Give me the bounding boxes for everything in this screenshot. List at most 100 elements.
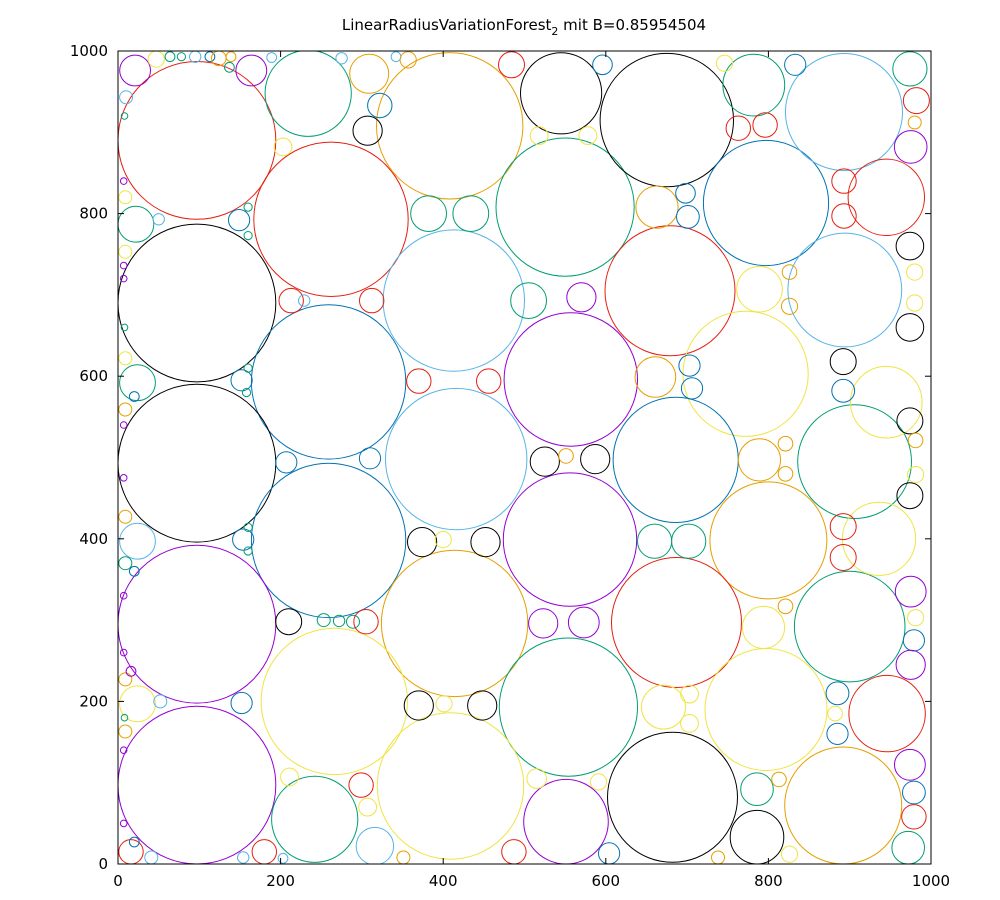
- data-circle: [580, 444, 611, 475]
- data-circle: [906, 294, 924, 312]
- circles-layer: [118, 51, 930, 864]
- data-circle: [777, 598, 794, 615]
- data-circle: [680, 377, 704, 400]
- data-circle: [827, 705, 843, 722]
- data-circle: [641, 684, 686, 730]
- data-circle: [891, 830, 925, 864]
- data-circle: [722, 53, 786, 117]
- data-circle: [376, 712, 525, 860]
- x-tick-label: 400: [429, 872, 458, 890]
- plot-frame: [117, 50, 932, 865]
- data-circle: [434, 531, 452, 549]
- data-circle: [358, 447, 382, 470]
- y-tick-label: 800: [79, 205, 108, 223]
- data-circle: [498, 51, 525, 79]
- data-circle: [189, 51, 202, 63]
- data-circle: [529, 126, 549, 146]
- data-circle: [176, 52, 186, 62]
- data-circle: [902, 87, 930, 115]
- data-circle: [711, 850, 725, 864]
- data-circle: [634, 356, 677, 398]
- data-circle: [353, 609, 379, 635]
- data-circle: [785, 53, 903, 171]
- data-circle: [528, 608, 559, 639]
- data-circle: [277, 852, 289, 864]
- data-circle: [399, 51, 417, 69]
- data-circle: [118, 724, 133, 739]
- data-circle: [119, 522, 156, 560]
- data-circle: [119, 474, 128, 482]
- data-circle: [680, 684, 699, 704]
- data-circle: [243, 202, 253, 212]
- data-circle: [273, 137, 293, 157]
- data-circle: [275, 451, 298, 474]
- data-circle: [780, 845, 799, 863]
- data-circle: [598, 842, 621, 864]
- data-circle: [316, 613, 331, 628]
- data-circle: [275, 608, 303, 636]
- data-circle: [896, 482, 924, 510]
- data-circle: [120, 323, 129, 332]
- data-circle: [119, 819, 128, 828]
- data-circle: [380, 549, 529, 698]
- data-circle: [850, 365, 923, 439]
- data-circle: [152, 213, 165, 226]
- data-circle: [346, 614, 360, 629]
- data-circle: [119, 746, 128, 755]
- data-circle: [797, 404, 912, 520]
- data-circle: [784, 746, 903, 864]
- y-tick-label: 400: [79, 530, 108, 548]
- data-circle: [894, 575, 927, 608]
- data-circle: [335, 52, 348, 65]
- data-circle: [678, 354, 701, 377]
- data-circle: [164, 51, 176, 63]
- data-circle: [119, 591, 128, 600]
- data-circle: [831, 168, 857, 194]
- data-circle: [118, 672, 133, 687]
- data-circle: [725, 115, 751, 141]
- data-circle: [260, 627, 408, 776]
- data-circle: [385, 387, 528, 531]
- x-tick-label: 200: [266, 872, 295, 890]
- data-circle: [907, 466, 925, 484]
- y-tick-label: 1000: [70, 42, 108, 60]
- data-circle: [495, 137, 635, 277]
- data-circle: [831, 378, 856, 403]
- data-circle: [359, 287, 385, 314]
- data-circle: [611, 557, 742, 688]
- data-circle: [780, 297, 799, 315]
- data-circle: [118, 556, 133, 571]
- data-circle: [352, 115, 383, 146]
- data-circle: [119, 177, 128, 185]
- data-circle: [235, 54, 268, 87]
- data-circle: [787, 232, 903, 348]
- data-circle: [204, 51, 216, 63]
- data-circle: [358, 797, 378, 817]
- x-tick-label: 0: [113, 872, 123, 890]
- data-circle: [403, 690, 434, 721]
- data-circle: [355, 826, 395, 864]
- data-circle: [607, 731, 738, 863]
- data-circle: [237, 851, 250, 864]
- data-circle: [503, 312, 638, 447]
- data-circle: [523, 778, 609, 864]
- data-circle: [729, 809, 785, 864]
- x-tick-label: 1000: [912, 872, 950, 890]
- data-circle: [578, 126, 598, 146]
- data-circle: [771, 771, 787, 788]
- data-circle: [264, 51, 352, 137]
- data-circle: [120, 713, 129, 722]
- data-circle: [147, 51, 165, 68]
- data-circle: [253, 141, 409, 297]
- data-circle: [826, 722, 849, 746]
- data-circle: [893, 130, 928, 164]
- data-circle: [895, 231, 925, 261]
- data-circle: [896, 407, 924, 435]
- data-circle: [332, 614, 346, 628]
- data-circle: [566, 282, 597, 313]
- data-circle: [118, 351, 133, 366]
- data-circle: [520, 52, 603, 135]
- data-circle: [280, 767, 299, 787]
- data-circle: [224, 61, 235, 73]
